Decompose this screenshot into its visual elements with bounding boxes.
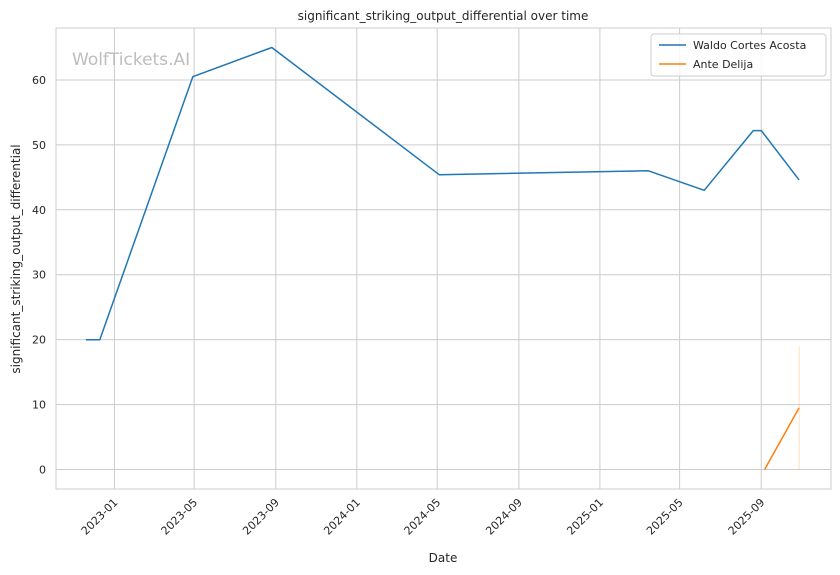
y-tick-label: 10 [32,399,46,412]
x-tick-label: 2023-05 [159,496,201,538]
x-tick-label: 2025-05 [644,496,686,538]
plot-frame [55,27,832,490]
y-tick-label: 50 [32,139,46,152]
legend-box [650,33,827,77]
y-tick-label: 20 [32,334,46,347]
x-tick-label: 2023-01 [79,496,121,538]
plot-background [56,28,831,489]
y-tick-label: 0 [39,464,46,477]
y-gridlines [56,79,831,471]
y-tick-label: 30 [32,269,46,282]
x-gridlines [113,28,762,489]
chart-title: significant_striking_output_differential… [298,9,589,23]
x-tick-label: 2025-01 [564,496,606,538]
plot-area [55,27,832,490]
series-layer [85,46,800,470]
y-axis-ticks: 0 10 20 30 40 50 60 [32,74,46,477]
x-tick-label: 2024-05 [402,496,444,538]
x-tick-label: 2024-09 [483,496,525,538]
x-tick-label: 2025-09 [726,496,768,538]
legend-label-0: Waldo Cortes Acosta [693,39,806,52]
x-axis-ticks: 2023-01 2023-05 2023-09 2024-01 2024-05 2024-… [79,496,768,538]
x-tick-label: 2023-09 [240,496,282,538]
y-tick-label: 60 [32,74,46,87]
watermark: WolfTickets.AI [72,50,190,70]
x-tick-label: 2024-01 [321,496,363,538]
x-axis-title: Date [429,551,458,565]
legend-label-1: Ante Delija [693,58,753,71]
legend: Waldo Cortes Acosta Ante Delija [650,33,827,77]
y-axis-title: significant_striking_output_differential [9,144,23,373]
y-tick-label: 40 [32,204,46,217]
series-0-line [85,46,800,341]
series-1-line [763,407,800,470]
